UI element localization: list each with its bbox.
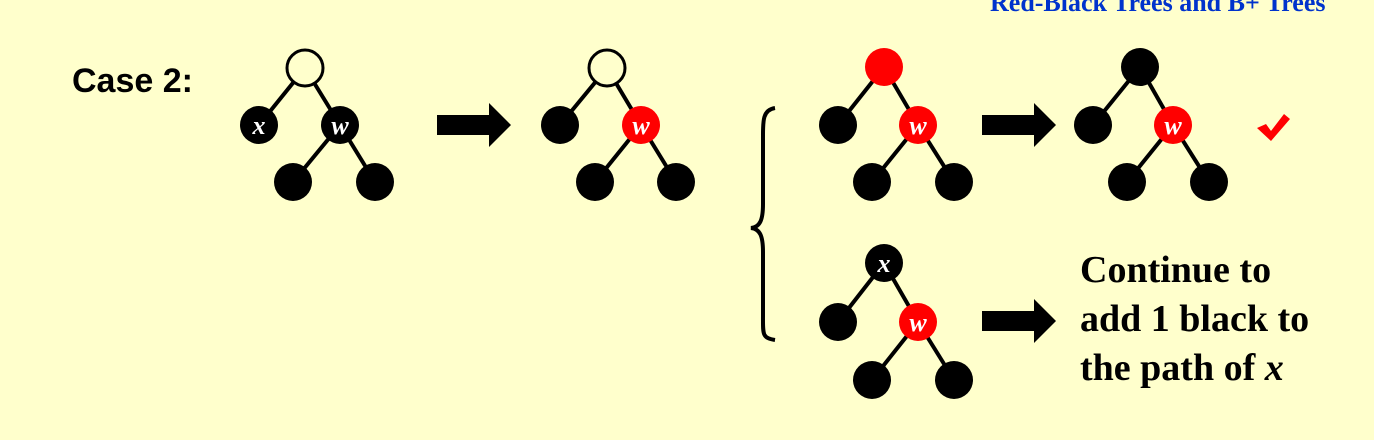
tree-3-w-label: w (909, 111, 927, 140)
tree-1-x-label: x (252, 111, 266, 140)
tree-2-w-left-child (576, 163, 614, 201)
tree-1-w-right-child (356, 163, 394, 201)
continue-note: Continue to add 1 black to the path of x (1080, 246, 1309, 393)
tree-5-left-node (819, 303, 857, 341)
tree-1-original: x w (240, 48, 394, 201)
tree-3-w-left-child (853, 163, 891, 201)
case-label: Case 2: (72, 62, 193, 100)
tree-5-black-parent-new-x: x w (819, 244, 973, 399)
tree-4-w-label: w (1164, 111, 1182, 140)
tree-3-w-right-child (935, 163, 973, 201)
check-mark-icon (1257, 114, 1290, 141)
tree-5-w-node (899, 303, 937, 341)
tree-1-w-label: w (331, 111, 349, 140)
tree-5-w-right-child (935, 361, 973, 399)
tree-1-w-left-child (274, 163, 312, 201)
arrow-1 (437, 103, 511, 147)
tree-1-x-node (240, 106, 278, 144)
tree-2-w-right-child (657, 163, 695, 201)
tree-3-parent-node (865, 48, 903, 86)
tree-2-w-label: w (632, 111, 650, 140)
tree-5-x-label: x (877, 249, 891, 278)
tree-5-w-left-child (853, 361, 891, 399)
tree-4-w-right-child (1190, 163, 1228, 201)
tree-4-black-parent: w (1074, 48, 1228, 201)
tree-4-parent-node (1121, 48, 1159, 86)
note-line-3-var: x (1264, 347, 1284, 389)
tree-5-w-label: w (909, 308, 927, 337)
arrow-3 (982, 299, 1056, 343)
slide-header-title: Red-Black Trees and B+ Trees (990, 0, 1326, 17)
curly-brace (750, 106, 776, 342)
tree-3-x-node (819, 106, 857, 144)
tree-1-parent-node (285, 48, 325, 88)
tree-4-x-node (1074, 106, 1112, 144)
note-line-2: add 1 black to (1080, 298, 1310, 340)
tree-1-w-node (321, 106, 359, 144)
tree-2-w-node (622, 106, 660, 144)
tree-3-w-node (899, 106, 937, 144)
note-line-3-prefix: the path of (1080, 347, 1265, 389)
tree-2-recolored: w (541, 48, 695, 201)
tree-3-red-parent: w (819, 48, 973, 201)
note-line-3: the path of x (1080, 344, 1309, 393)
tree-2-x-node (541, 106, 579, 144)
tree-4-w-left-child (1108, 163, 1146, 201)
note-line-1: Continue to (1080, 249, 1272, 291)
tree-5-x-parent-node (865, 244, 903, 282)
tree-4-w-node (1154, 106, 1192, 144)
arrow-2 (982, 103, 1056, 147)
tree-2-parent-node (587, 48, 627, 88)
